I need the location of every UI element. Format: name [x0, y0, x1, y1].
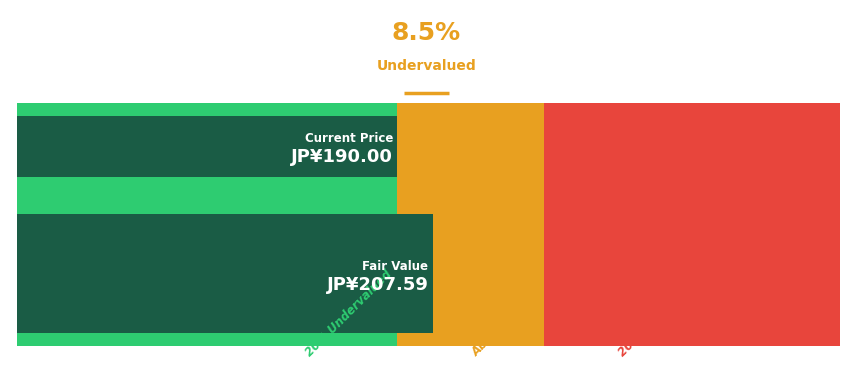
Text: Fair Value: Fair Value: [362, 260, 428, 273]
Bar: [17, 103, 397, 346]
Text: 8.5%: 8.5%: [391, 21, 461, 45]
Bar: [544, 103, 839, 346]
Bar: [397, 103, 544, 346]
Bar: [17, 116, 397, 177]
Text: About Right: About Right: [469, 294, 534, 359]
Bar: [17, 214, 432, 333]
Text: Current Price: Current Price: [304, 132, 393, 146]
Text: Undervalued: Undervalued: [377, 59, 475, 73]
Text: JP¥207.59: JP¥207.59: [326, 276, 428, 294]
Text: 20% Overvalued: 20% Overvalued: [615, 273, 700, 359]
Text: 20% Undervalued: 20% Undervalued: [302, 267, 394, 359]
Text: JP¥190.00: JP¥190.00: [291, 148, 393, 166]
